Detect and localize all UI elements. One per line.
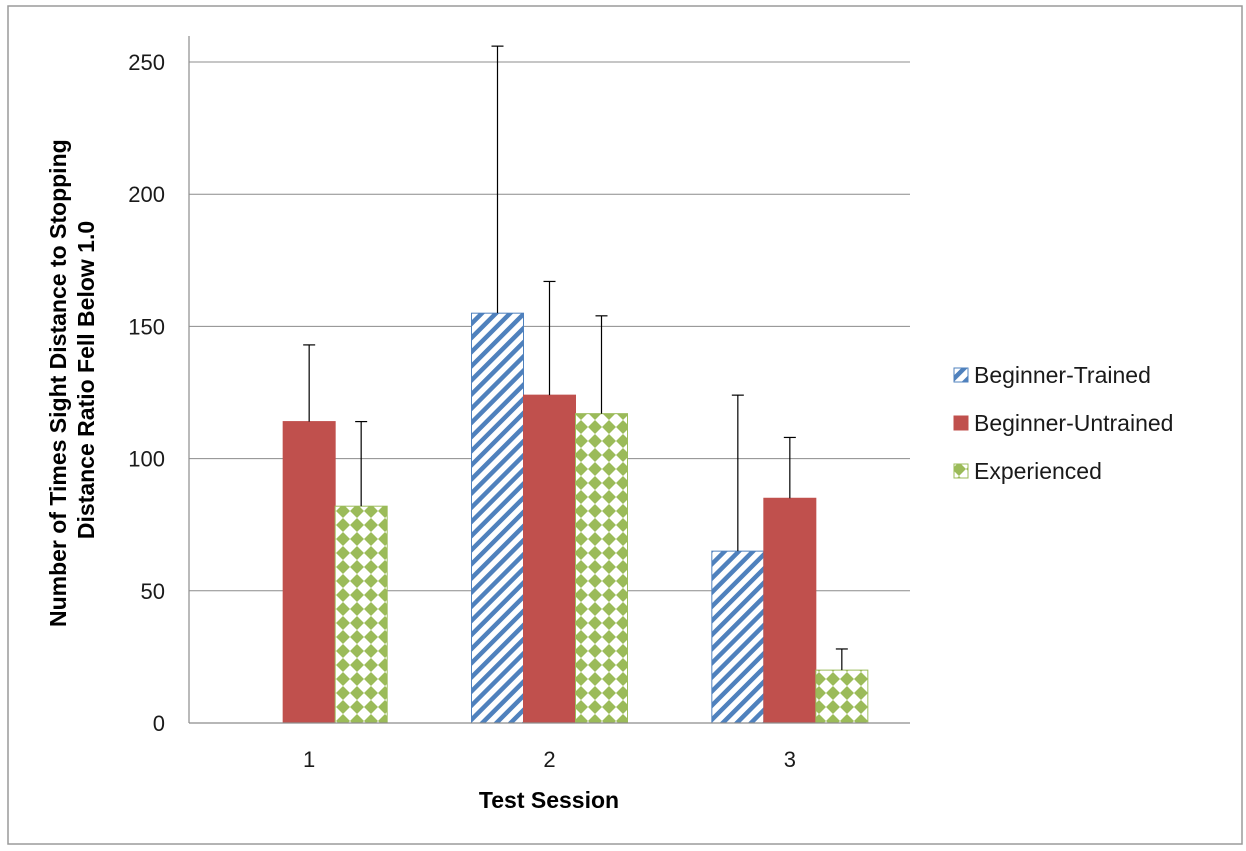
legend-swatch: [953, 415, 969, 431]
y-tick-label: 0: [153, 711, 165, 736]
bar: [711, 550, 765, 724]
axes: 0 50 100 150 200 250 1 2 3: [128, 36, 910, 772]
x-tick-label: 1: [303, 747, 315, 772]
y-tick-label: 150: [128, 314, 165, 339]
legend: Beginner-Trained Beginner-Untrained Experi…: [953, 362, 1173, 484]
x-tick-label: 3: [784, 747, 796, 772]
legend-label: Beginner-Untrained: [974, 410, 1173, 436]
legend-label: Experienced: [974, 458, 1102, 484]
bar: [763, 497, 817, 724]
y-axis-title: Number of Times Sight Distance to Stoppi…: [45, 133, 99, 627]
bar: [334, 505, 388, 724]
bars: [282, 312, 869, 724]
y-axis-title-line-1: Number of Times Sight Distance to Stoppi…: [45, 139, 71, 627]
y-tick-label: 200: [128, 182, 165, 207]
y-axis-title-line-2: Distance Ratio Fell Below 1.0: [73, 221, 99, 539]
bar: [471, 312, 524, 724]
legend-label: Beginner-Trained: [974, 362, 1151, 388]
legend-swatch: [953, 463, 969, 479]
y-tick-label: 50: [141, 579, 165, 604]
y-tick-label: 250: [128, 50, 165, 75]
bar: [575, 413, 628, 724]
error-bars: [303, 45, 848, 671]
bar: [815, 669, 869, 724]
x-tick-label: 2: [543, 747, 555, 772]
legend-swatch: [953, 367, 969, 383]
bar: [282, 421, 336, 724]
y-tick-label: 100: [128, 447, 165, 472]
bar: [523, 394, 576, 724]
x-axis-title: Test Session: [479, 787, 619, 813]
